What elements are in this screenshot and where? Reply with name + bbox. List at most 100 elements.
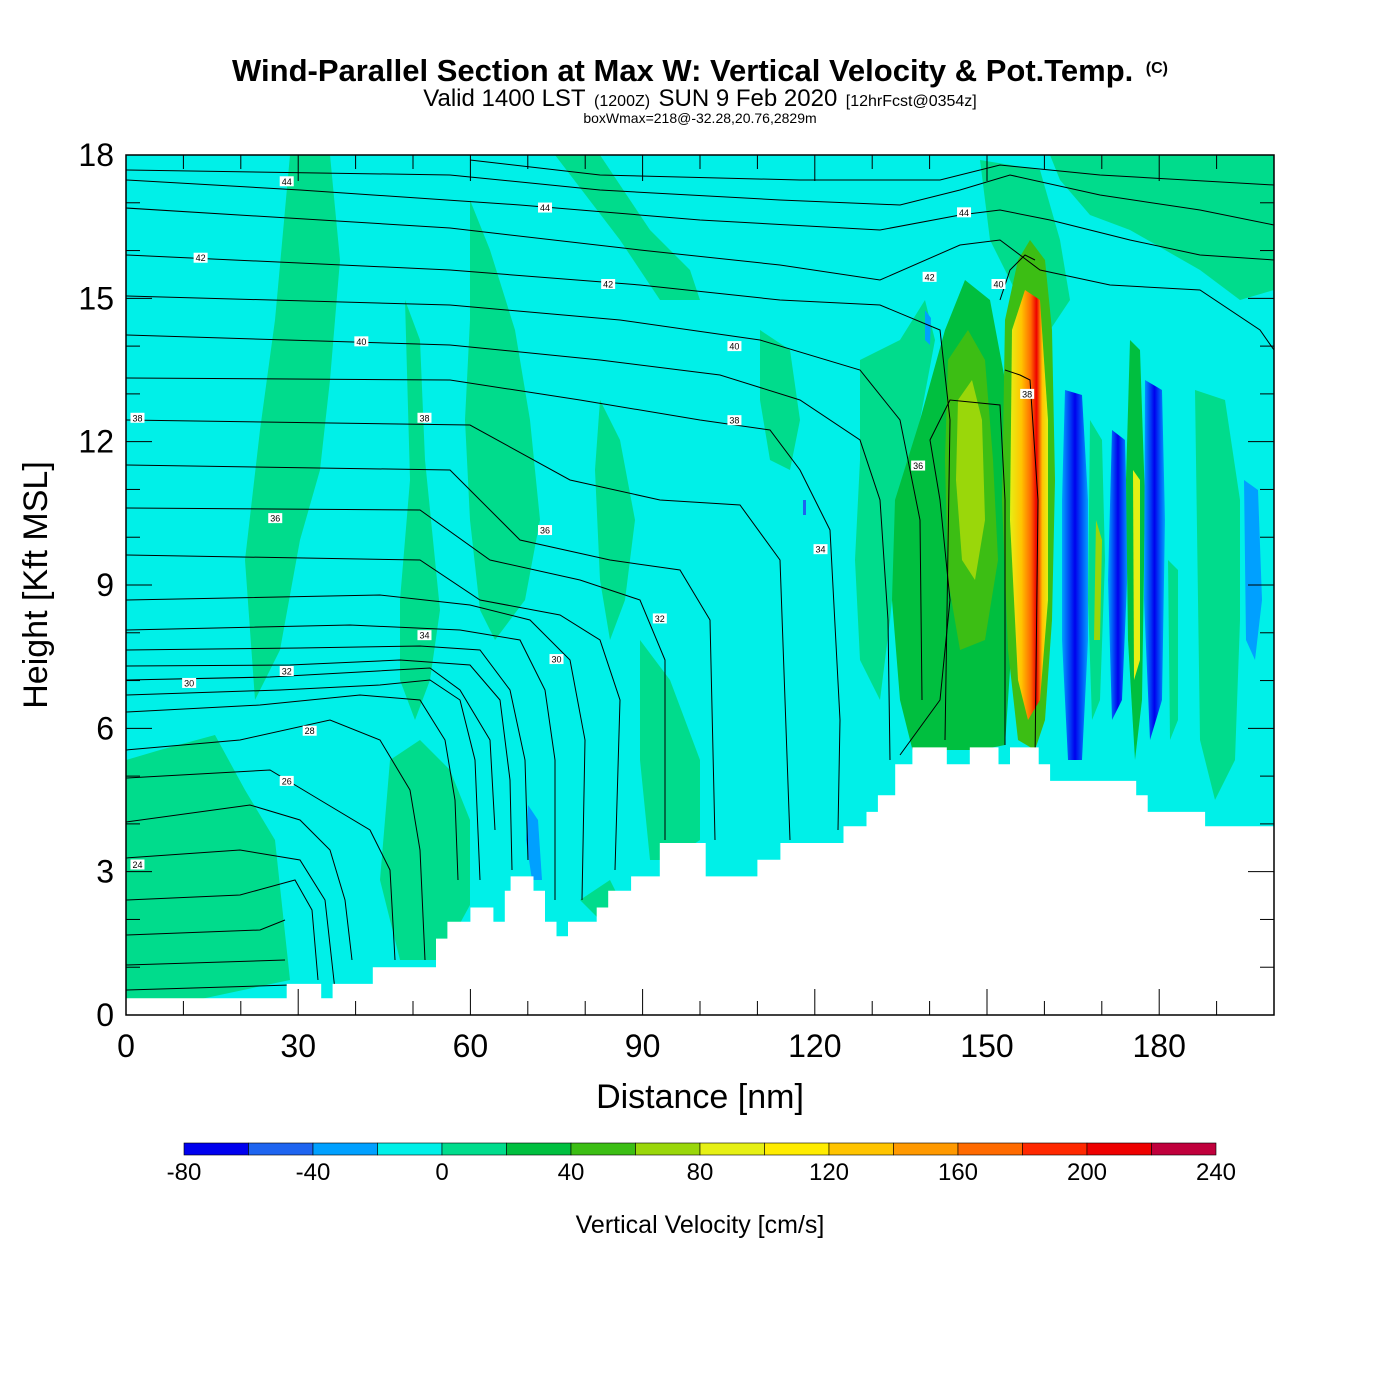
y-tick-label: 18 xyxy=(78,137,114,173)
isentrope-label-text: 24 xyxy=(132,860,142,870)
updraft-core-max xyxy=(1010,290,1048,720)
copyright-mark: (C) xyxy=(1146,60,1168,77)
colorbar-tick-label: 240 xyxy=(1196,1159,1236,1186)
updraft-band xyxy=(1094,520,1102,640)
colorbar-swatch xyxy=(1151,1142,1217,1156)
isentrope-label: 42 xyxy=(193,252,208,263)
isentrope-label-text: 38 xyxy=(419,413,429,423)
colorbar-title: Vertical Velocity [cm/s] xyxy=(576,1211,825,1239)
isentrope-label: 34 xyxy=(417,630,432,641)
isentrope xyxy=(126,679,481,881)
isentrope xyxy=(126,507,666,840)
isentrope-label-bg xyxy=(130,859,145,870)
isentrope-label: 36 xyxy=(538,525,553,536)
colorbar-swatch xyxy=(699,1142,765,1156)
isentrope-label: 30 xyxy=(549,654,564,665)
isentrope-label-bg xyxy=(302,725,317,736)
colorbar-swatch xyxy=(248,1142,314,1156)
isentrope-label-text: 42 xyxy=(196,253,206,263)
isentrope-label-bg xyxy=(182,677,197,688)
y-tick-label: 0 xyxy=(96,997,114,1033)
colorbar-tick-label: 80 xyxy=(687,1159,714,1186)
isentrope-label: 38 xyxy=(1020,388,1035,399)
isentrope-label: 42 xyxy=(601,279,616,290)
isentrope xyxy=(899,399,1006,756)
isentrope-label-text: 34 xyxy=(419,631,429,641)
downdraft-band xyxy=(526,805,542,880)
isentrope-label-bg xyxy=(652,613,667,624)
isentrope xyxy=(126,667,496,831)
isentrope xyxy=(126,464,716,841)
updraft-band xyxy=(1168,560,1178,740)
isentrope-label-text: 36 xyxy=(540,526,550,536)
isentrope-label: 32 xyxy=(279,666,294,677)
isentrope-label-bg xyxy=(279,666,294,676)
colorbar-swatch xyxy=(312,1142,378,1156)
updraft-band xyxy=(595,400,635,640)
isentrope-label: 36 xyxy=(268,513,283,524)
isentrope xyxy=(126,919,286,936)
y-tick-label: 9 xyxy=(96,567,114,603)
x-tick-label: 60 xyxy=(453,1028,489,1064)
isentrope-label: 36 xyxy=(911,460,926,471)
terrain-mask xyxy=(126,747,1274,1015)
isentrope-labels: 44 44 44 42 42 42 40 40 40 38 38 38 38 36 36 36 34 34 32 32… xyxy=(130,176,1035,870)
colorbar-tick-label: 0 xyxy=(435,1159,448,1186)
isentrope-label-text: 38 xyxy=(729,416,739,426)
isentrope-label-bg xyxy=(354,336,369,347)
isentrope-label-bg xyxy=(1020,388,1035,399)
isentrope-label-text: 42 xyxy=(603,280,613,290)
colorbar-swatch xyxy=(828,1142,894,1156)
isentrope xyxy=(126,624,556,900)
updraft-80-region xyxy=(956,380,985,580)
isentrope-label-text: 38 xyxy=(132,413,142,423)
isentrope-label-bg xyxy=(279,775,294,786)
isentrope-label-text: 40 xyxy=(993,280,1003,290)
isentrope-label-text: 36 xyxy=(913,461,923,471)
isentrope-label: 44 xyxy=(957,207,972,218)
colorbar-tick-label: -40 xyxy=(296,1159,331,1186)
colorbar-swatch xyxy=(635,1142,701,1156)
isentrope-label-text: 38 xyxy=(1022,389,1032,399)
downdraft-band xyxy=(1108,430,1128,720)
isentrope xyxy=(126,879,319,981)
axis-ticks xyxy=(125,154,1275,1016)
colorbar-swatch xyxy=(183,1142,249,1156)
isentrope-label-bg xyxy=(601,279,616,289)
isentrope xyxy=(126,804,353,961)
isentrope xyxy=(1004,369,1039,761)
updraft-band xyxy=(380,740,470,960)
x-tick-label: 150 xyxy=(960,1028,1013,1064)
isentrope-label: 40 xyxy=(354,336,369,347)
x-axis-title: Distance [nm] xyxy=(596,1078,804,1116)
colorbar-tick-label: 120 xyxy=(809,1159,849,1186)
x-tick-label: 30 xyxy=(280,1028,316,1064)
isentrope-label: 44 xyxy=(279,176,294,187)
isentrope xyxy=(126,377,841,831)
isentrope-label-text: 44 xyxy=(282,177,292,187)
isentrope-label-bg xyxy=(130,412,145,423)
colorbar xyxy=(183,1142,1217,1156)
y-axis-title: Height [Kft MSL] xyxy=(17,461,55,709)
updraft-band xyxy=(245,155,340,700)
isentrope-label-bg xyxy=(911,460,926,471)
isentrope-label-bg xyxy=(268,513,283,524)
colorbar-tick-label: 200 xyxy=(1067,1159,1107,1186)
isentrope xyxy=(126,594,586,901)
isentrope-label-text: 28 xyxy=(305,726,315,736)
plot-area: 44 44 44 42 42 42 40 40 40 38 38 38 38 36 36 36 34 34 32 32… xyxy=(126,155,1274,1015)
colorbar-tick-label: 160 xyxy=(938,1159,978,1186)
isentrope-label: 42 xyxy=(922,271,937,282)
colorbar-swatch xyxy=(764,1142,830,1156)
colorbar-swatch xyxy=(570,1142,636,1156)
isentrope-label: 26 xyxy=(279,775,294,786)
isentrope-label-bg xyxy=(538,202,553,213)
y-tick-label: 6 xyxy=(96,710,114,746)
updraft-band xyxy=(760,330,800,470)
x-tick-label: 180 xyxy=(1133,1028,1186,1064)
y-tick-label: 15 xyxy=(78,280,114,316)
isentrope-label-bg xyxy=(417,630,432,641)
isentrope-label-bg xyxy=(417,412,432,423)
